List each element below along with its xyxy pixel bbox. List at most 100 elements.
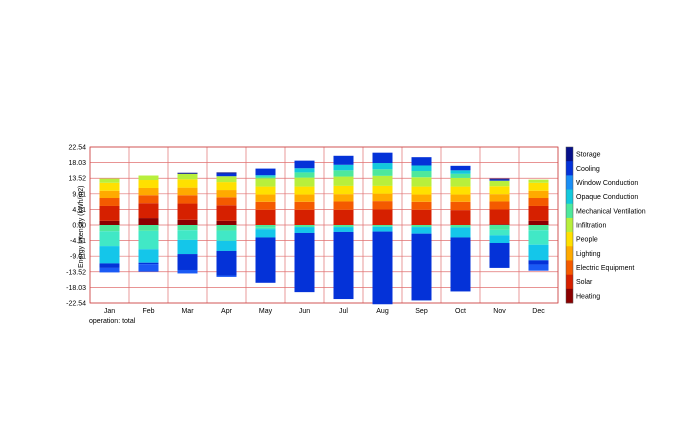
x-tick-label: Sep xyxy=(415,308,428,315)
y-tick-label: 9.01 xyxy=(72,191,86,198)
y-axis-label: Energy Intensity (kWh/m2) xyxy=(78,186,85,268)
bar-segment xyxy=(489,235,510,243)
y-tick-label: 13.52 xyxy=(68,176,86,183)
bar-segment xyxy=(333,209,354,225)
legend-swatch xyxy=(566,246,573,261)
bar-segment xyxy=(99,198,120,206)
bar-segment xyxy=(138,180,159,188)
legend-swatch xyxy=(566,260,573,275)
bar-segment xyxy=(411,165,432,172)
bar-segment xyxy=(255,186,276,195)
bar-segment xyxy=(333,185,354,195)
bar-segment xyxy=(177,195,198,204)
bar-segment xyxy=(99,246,120,264)
bar-segment xyxy=(411,201,432,210)
bar-segment xyxy=(138,262,159,265)
bar-segment xyxy=(489,225,510,230)
legend-label: Electric Equipment xyxy=(576,265,634,272)
x-tick-label: Jan xyxy=(104,308,115,315)
bar-segment xyxy=(99,231,120,247)
bar-segment xyxy=(372,169,393,176)
x-tick-label: Apr xyxy=(221,308,233,315)
legend-swatch xyxy=(566,189,573,205)
bar-segment xyxy=(255,227,276,230)
bar-segment xyxy=(216,250,237,276)
x-tick-label: Feb xyxy=(142,308,154,315)
bar-segment xyxy=(489,179,510,181)
bar-segment xyxy=(294,172,315,178)
legend-swatch xyxy=(566,161,573,176)
bar-segment xyxy=(177,219,198,225)
grid-lines xyxy=(89,146,559,304)
bar-segment xyxy=(450,177,471,187)
bar-segment xyxy=(450,173,471,178)
bar-segment xyxy=(138,225,159,231)
y-tick-label: -13.52 xyxy=(66,269,86,276)
y-tick-label: 22.54 xyxy=(68,145,86,152)
y-tick-label: 4.51 xyxy=(72,207,86,214)
bar-segment xyxy=(138,218,159,225)
legend-swatch xyxy=(566,217,573,233)
bar-segment xyxy=(216,275,237,277)
bar-segment xyxy=(255,168,276,176)
bar-segment xyxy=(450,227,471,238)
legend-swatch xyxy=(566,274,573,290)
bar-segment xyxy=(216,172,237,174)
bar-segment xyxy=(99,205,120,221)
y-tick-label: -9.01 xyxy=(70,254,86,261)
bar-segment xyxy=(411,186,432,195)
bar-segment xyxy=(450,210,471,225)
bar-segment xyxy=(216,190,237,198)
bar-segment xyxy=(294,186,315,195)
bar-segment xyxy=(255,225,276,228)
bar-segment xyxy=(333,225,354,228)
bar-segment xyxy=(528,264,549,271)
bar-segment xyxy=(489,209,510,225)
bar-segment xyxy=(528,205,549,221)
bar-segment xyxy=(294,194,315,202)
bar-segment xyxy=(333,201,354,210)
bar-segment xyxy=(489,201,510,210)
bar-segment xyxy=(528,220,549,225)
legend-label: Mechanical Ventilation xyxy=(576,208,646,215)
bar-segment xyxy=(99,220,120,225)
bar-segment xyxy=(372,231,393,305)
plot-frame xyxy=(89,146,559,304)
bar-segment xyxy=(333,176,354,186)
x-tick-labels: Jan Feb Mar Apr May Jun Jul Aug Sep Oct Nov Dec xyxy=(104,308,545,315)
legend-label: Heating xyxy=(576,293,600,300)
bar-segment xyxy=(177,179,198,188)
x-tick-label: Dec xyxy=(532,308,545,315)
bar-segment xyxy=(372,185,393,194)
bar-segment xyxy=(99,267,120,273)
bar-segment xyxy=(138,175,159,181)
bar-stacks xyxy=(99,152,549,305)
bar-segment xyxy=(99,263,120,268)
legend-swatch xyxy=(566,232,573,247)
bar-segment xyxy=(216,173,237,177)
bar-segment xyxy=(177,239,198,255)
x-axis-label: operation: total xyxy=(89,318,136,325)
y-tick-label: -22.54 xyxy=(66,301,86,308)
bar-segment xyxy=(450,165,471,171)
bar-segment xyxy=(333,170,354,177)
y-tick-label: 0.00 xyxy=(72,223,86,230)
bar-segment xyxy=(411,177,432,187)
bar-segment xyxy=(177,203,198,220)
bar-segment xyxy=(411,171,432,178)
bar-segment xyxy=(372,209,393,225)
bar-segment xyxy=(216,240,237,251)
legend-label: Window Conduction xyxy=(576,180,638,187)
bar-segment xyxy=(489,178,510,180)
legend: Storage Cooling Window Conduction Opaque Co… xyxy=(565,146,646,304)
bar-segment xyxy=(255,175,276,177)
bar-segment xyxy=(294,209,315,225)
bar-segment xyxy=(333,194,354,202)
bar-segment xyxy=(450,225,471,228)
legend-swatch xyxy=(566,175,573,190)
x-tick-label: Jul xyxy=(339,308,348,315)
bar-segment xyxy=(216,230,237,241)
bar-segment xyxy=(294,232,315,293)
bar-segment xyxy=(177,172,198,174)
bar-segment xyxy=(177,187,198,196)
